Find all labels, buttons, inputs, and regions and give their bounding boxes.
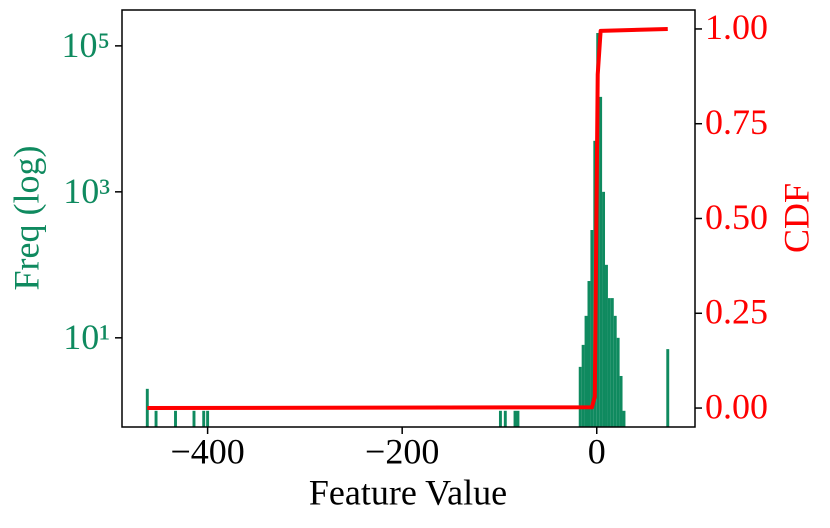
histogram-bar bbox=[616, 337, 620, 427]
histogram-bar bbox=[513, 410, 517, 427]
histogram-bar bbox=[613, 315, 617, 427]
histogram-bar bbox=[192, 410, 196, 427]
y-axis-label: Freq (log) bbox=[6, 146, 46, 291]
y2-tick-label: 0.25 bbox=[705, 292, 768, 332]
x-tick-label: −200 bbox=[365, 431, 439, 471]
histogram-bar bbox=[206, 410, 210, 427]
histogram-bar bbox=[590, 230, 594, 427]
histogram-bar bbox=[607, 298, 611, 427]
y2-tick-label: 0.00 bbox=[705, 386, 768, 426]
histogram-bar bbox=[666, 349, 670, 427]
x-tick-label: 0 bbox=[588, 431, 606, 471]
y-tick-label: 10⁵ bbox=[61, 25, 110, 65]
histogram-bar bbox=[498, 410, 502, 427]
histogram-bar bbox=[154, 410, 158, 427]
histogram-bar bbox=[619, 375, 623, 427]
y2-axis-label: CDF bbox=[776, 183, 816, 253]
histogram-bar bbox=[202, 410, 206, 427]
histogram-bar bbox=[602, 191, 606, 427]
histogram-bar bbox=[610, 298, 614, 427]
histogram-bar bbox=[516, 410, 520, 427]
histogram-bar bbox=[581, 344, 585, 427]
histogram-bar bbox=[605, 264, 608, 427]
histogram-bar bbox=[503, 410, 507, 427]
y2-tick-label: 1.00 bbox=[705, 7, 768, 47]
histogram-bar bbox=[599, 96, 603, 428]
histogram-bar bbox=[622, 410, 626, 427]
x-tick-label: −400 bbox=[170, 431, 244, 471]
y2-tick-label: 0.75 bbox=[705, 102, 768, 142]
histogram-bar bbox=[174, 410, 177, 427]
cdf-line bbox=[147, 26, 668, 411]
y2-tick-label: 0.50 bbox=[705, 197, 768, 237]
histogram-bar bbox=[584, 315, 588, 427]
y-tick-label: 10³ bbox=[63, 171, 110, 211]
y-tick-label: 10¹ bbox=[63, 317, 110, 357]
histogram-bar bbox=[587, 281, 591, 427]
x-axis-label: Feature Value bbox=[309, 472, 507, 512]
histogram-bar bbox=[578, 366, 582, 427]
